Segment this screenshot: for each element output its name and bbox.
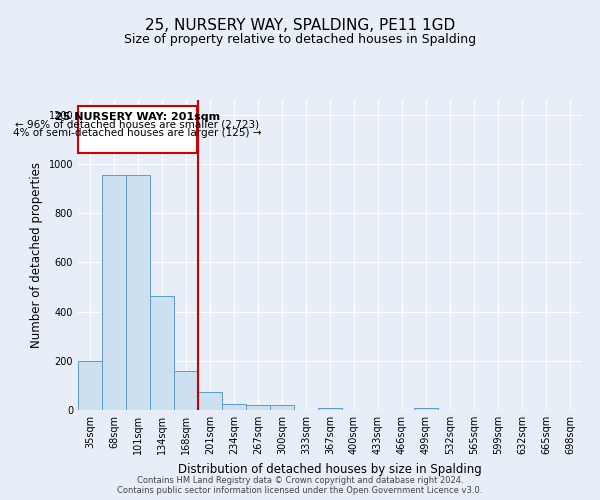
Bar bbox=[222, 404, 246, 410]
Text: Contains public sector information licensed under the Open Government Licence v3: Contains public sector information licen… bbox=[118, 486, 482, 495]
Bar bbox=[102, 175, 126, 410]
Bar bbox=[198, 392, 222, 410]
Bar bbox=[126, 175, 150, 410]
Bar bbox=[150, 296, 174, 410]
Y-axis label: Number of detached properties: Number of detached properties bbox=[30, 162, 43, 348]
Bar bbox=[78, 361, 102, 410]
FancyBboxPatch shape bbox=[78, 106, 197, 153]
Text: Contains HM Land Registry data © Crown copyright and database right 2024.: Contains HM Land Registry data © Crown c… bbox=[137, 476, 463, 485]
Text: 4% of semi-detached houses are larger (125) →: 4% of semi-detached houses are larger (1… bbox=[13, 128, 262, 138]
Bar bbox=[414, 408, 438, 410]
Text: 25 NURSERY WAY: 201sqm: 25 NURSERY WAY: 201sqm bbox=[55, 112, 220, 122]
Bar bbox=[246, 405, 270, 410]
X-axis label: Distribution of detached houses by size in Spalding: Distribution of detached houses by size … bbox=[178, 462, 482, 475]
Text: Size of property relative to detached houses in Spalding: Size of property relative to detached ho… bbox=[124, 32, 476, 46]
Text: ← 96% of detached houses are smaller (2,723): ← 96% of detached houses are smaller (2,… bbox=[16, 120, 259, 130]
Bar bbox=[174, 370, 198, 410]
Text: 25, NURSERY WAY, SPALDING, PE11 1GD: 25, NURSERY WAY, SPALDING, PE11 1GD bbox=[145, 18, 455, 32]
Bar bbox=[270, 405, 294, 410]
Bar bbox=[318, 408, 342, 410]
